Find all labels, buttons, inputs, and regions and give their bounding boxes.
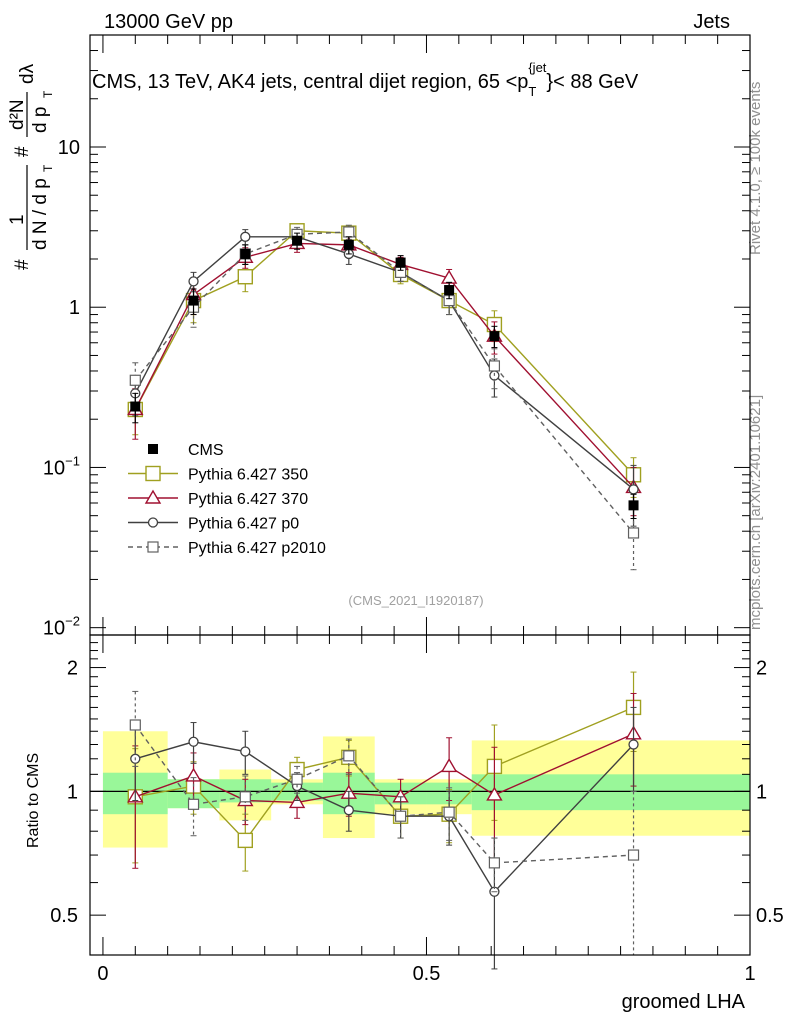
- y-tick-label: 10: [58, 137, 80, 159]
- legend-item: Pythia 6.427 370: [128, 489, 308, 508]
- marker: [237, 269, 253, 285]
- main-title-main: CMS, 13 TeV, AK4 jets, central dijet reg…: [92, 71, 528, 93]
- ratio-y-tick-label: 0.5: [50, 905, 78, 927]
- marker: [488, 360, 501, 372]
- marker: [343, 226, 355, 238]
- ratio-y-tick-label-right: 0.5: [756, 905, 784, 927]
- svg-text:T: T: [41, 164, 55, 172]
- marker: [237, 832, 253, 849]
- legend-item: Pythia 6.427 p0: [128, 516, 299, 533]
- marker: [486, 786, 503, 801]
- analysis-watermark: (CMS_2021_I1920187): [348, 593, 483, 608]
- marker: [394, 810, 407, 822]
- marker: [129, 374, 141, 386]
- marker: [147, 541, 159, 553]
- marker: [627, 527, 640, 539]
- y-tick-label: 10−1: [43, 453, 80, 479]
- svg-text:d N / d p: d N / d p: [30, 178, 51, 250]
- marker: [628, 500, 639, 511]
- svg-text:dλ: dλ: [17, 63, 38, 84]
- y-tick-label: 10−2: [43, 614, 80, 640]
- marker: [443, 806, 455, 818]
- x-tick-label: 0: [97, 963, 108, 985]
- ratio-y-tick-label: 1: [67, 781, 78, 803]
- ratio-y-tick-label-right: 1: [756, 781, 767, 803]
- ratio-band-inner: [471, 774, 750, 811]
- legend-label: Pythia 6.427 350: [188, 467, 308, 484]
- marker: [240, 746, 251, 757]
- marker: [395, 257, 406, 268]
- svg-text:d p: d p: [30, 107, 51, 133]
- axis-ticks: [90, 34, 751, 636]
- legend-label: Pythia 6.427 370: [188, 491, 308, 508]
- series-cms: [130, 232, 639, 520]
- marker: [187, 798, 200, 810]
- legend-item: CMS: [148, 442, 224, 459]
- y-tick-label: 1: [69, 297, 80, 319]
- x-axis-label: groomed LHA: [622, 991, 746, 1013]
- ratio-panel: 0.5 0.5 1 1 2 2 0 0.5 1: [50, 635, 784, 985]
- marker: [440, 758, 458, 773]
- marker: [343, 750, 355, 762]
- marker: [288, 794, 306, 809]
- marker: [188, 276, 199, 287]
- marker: [130, 401, 141, 412]
- marker: [627, 849, 640, 861]
- rivet-label: Rivet 4.1.0, ≥ 100k events: [747, 82, 764, 255]
- header-left: 13000 GeV pp: [104, 11, 233, 33]
- marker: [488, 857, 501, 869]
- header-right: Jets: [693, 11, 730, 33]
- svg-text:#: #: [12, 146, 33, 157]
- marker: [185, 767, 202, 782]
- main-panel: 10−2 10−1 1 10: [43, 34, 751, 640]
- marker: [147, 517, 159, 528]
- marker: [240, 231, 251, 242]
- main-title-sub: T: [528, 84, 536, 99]
- marker: [292, 235, 303, 246]
- x-tick-label: 1: [744, 963, 755, 985]
- legend-item: Pythia 6.427 p2010: [128, 540, 326, 557]
- legend-label: Pythia 6.427 p2010: [188, 540, 326, 557]
- marker: [145, 465, 161, 482]
- svg-text:d²N: d²N: [7, 99, 28, 130]
- main-title: CMS, 13 TeV, AK4 jets, central dijet reg…: [92, 60, 639, 99]
- marker: [291, 773, 303, 785]
- legend-label: CMS: [188, 442, 224, 459]
- marker: [444, 285, 455, 296]
- svg-text:1: 1: [7, 214, 28, 225]
- marker: [129, 719, 141, 731]
- legend-item: Pythia 6.427 350: [128, 465, 308, 484]
- ratio-frame: [89, 634, 751, 956]
- main-title-sup: {jet: [528, 60, 546, 75]
- marker: [628, 484, 639, 495]
- marker: [343, 239, 354, 250]
- marker: [188, 295, 199, 306]
- marker: [148, 444, 158, 454]
- marker: [628, 739, 639, 750]
- x-tick-label: 0.5: [413, 963, 441, 985]
- main-ylabel: # 1 d N / d p T # d²N d p T dλ: [7, 63, 55, 270]
- ratio-y-tick-label: 2: [67, 658, 78, 680]
- svg-text:#: #: [12, 259, 33, 270]
- legend: CMS Pythia 6.427 350 Pythia 6.427 370 Pythi…: [128, 442, 326, 557]
- legend-label: Pythia 6.427 p0: [188, 516, 299, 533]
- ratio-y-tick-label-right: 2: [756, 658, 767, 680]
- main-title-tail: }< 88 GeV: [546, 71, 638, 93]
- mcplots-label: mcplots.cern.ch [arXiv:2401.10621]: [747, 395, 764, 630]
- series-line: [134, 231, 635, 534]
- ratio-ylabel: Ratio to CMS: [25, 753, 42, 848]
- svg-text:T: T: [41, 90, 55, 98]
- marker: [489, 331, 500, 342]
- series-pythia-6.427-p2010: [129, 690, 640, 956]
- marker: [144, 489, 162, 504]
- marker: [343, 805, 354, 816]
- marker: [188, 736, 199, 747]
- marker: [239, 791, 251, 803]
- marker: [240, 248, 251, 259]
